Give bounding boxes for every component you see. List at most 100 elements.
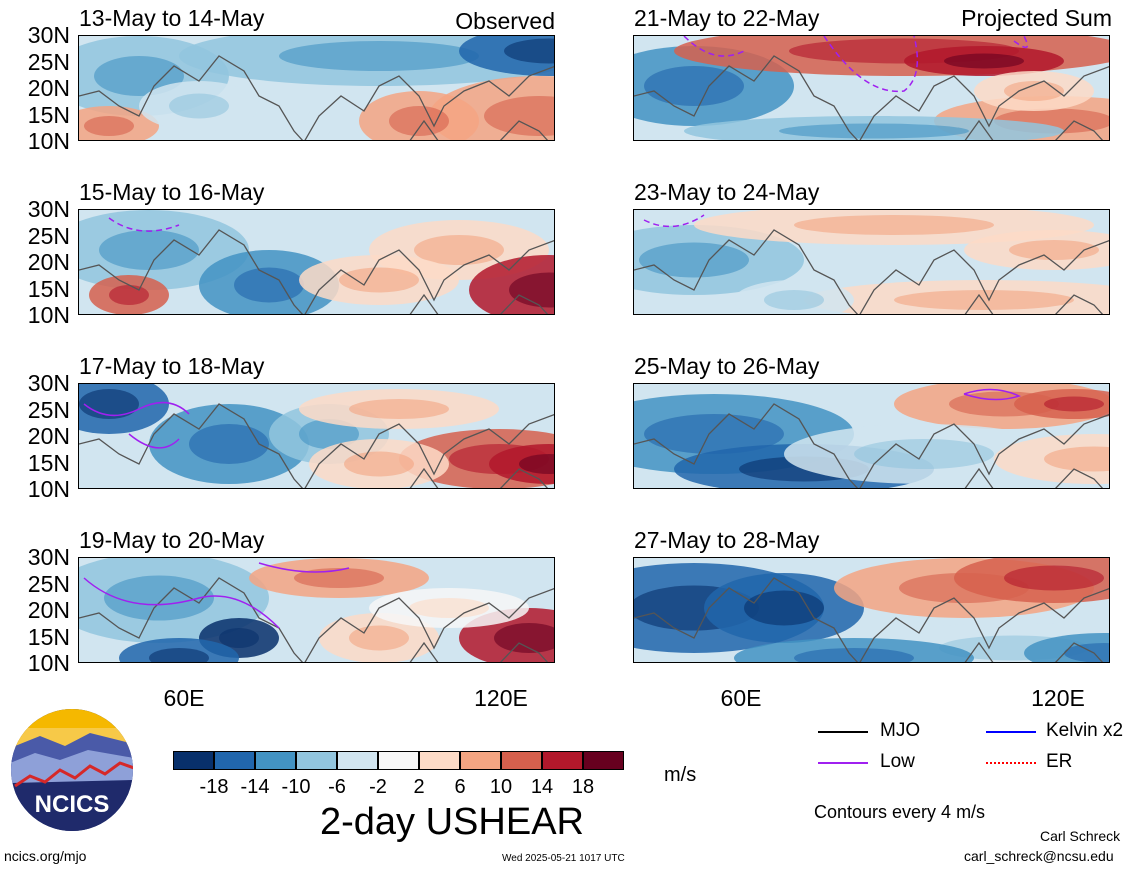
colorbar-cell — [173, 751, 214, 770]
panel-title-obs-2: 15-May to 16-May — [79, 179, 265, 205]
field-blob-core — [349, 399, 449, 419]
coastline — [634, 577, 1109, 662]
field-blob-core — [109, 285, 149, 305]
colorbar-cell — [378, 751, 419, 770]
logo-text: NCICS — [35, 791, 110, 818]
map-panel-obs-1 — [78, 35, 555, 141]
field-blob-core — [894, 290, 1074, 310]
legend-label-er: ER — [1046, 751, 1073, 772]
field-blob-core — [79, 389, 139, 419]
field-blob-core — [1044, 446, 1109, 472]
y-tick-label: 30N — [27, 196, 70, 222]
field-blob-core — [84, 116, 134, 136]
field-blob-core — [794, 648, 914, 662]
projected-sum-header: Projected Sum — [961, 5, 1112, 31]
ncics-logo: NCICS — [10, 708, 134, 832]
y-tick-label: 10N — [27, 302, 70, 328]
field-blob-core — [99, 230, 199, 270]
legend-label-mjo: MJO — [880, 720, 921, 741]
colorbar-units: m/s — [664, 764, 697, 786]
field-blob-core — [764, 290, 824, 310]
y-tick-label: 30N — [27, 22, 70, 48]
variable-title: 2-day USHEAR — [320, 801, 584, 843]
colorbar-cell — [255, 751, 296, 770]
timestamp: Wed 2025-05-21 1017 UTC — [502, 853, 625, 864]
legend-line-kelvin — [986, 731, 1036, 733]
colorbar-cell — [214, 751, 255, 770]
panel-title-obs-4: 19-May to 20-May — [79, 527, 265, 553]
map-panel-obs-3 — [78, 383, 555, 489]
field-blob-core — [509, 272, 554, 308]
coastline — [79, 577, 554, 662]
panel-title-obs-1: 13-May to 14-May — [79, 5, 265, 31]
contour-note: Contours every 4 m/s — [814, 802, 986, 822]
low-contour — [83, 562, 350, 629]
legend-line-low — [818, 762, 868, 764]
panel-title-proj-4: 27-May to 28-May — [634, 527, 820, 553]
field-blob-core — [944, 53, 1024, 69]
map-panel-proj-1 — [633, 35, 1110, 141]
panel-title-proj-2: 23-May to 24-May — [634, 179, 820, 205]
field-blob-core — [294, 568, 384, 588]
y-tick-label: 25N — [27, 396, 70, 423]
y-tick-label: 15N — [27, 623, 70, 650]
map-panel-proj-2 — [633, 209, 1110, 315]
colorbar-cell — [337, 751, 378, 770]
y-tick-label: 25N — [27, 570, 70, 597]
field-blob-core — [94, 56, 184, 96]
colorbar-cell — [296, 751, 337, 770]
y-tick-label: 15N — [27, 449, 70, 476]
panel-title-proj-1: 21-May to 22-May — [634, 5, 820, 31]
colorbar-cell — [583, 751, 624, 770]
y-tick-label: 20N — [27, 597, 70, 623]
field-blob-core — [104, 575, 214, 621]
y-tick-label: 20N — [27, 423, 70, 449]
field-blob-core — [169, 93, 229, 119]
y-tick-label: 10N — [27, 128, 70, 154]
low-contour — [108, 217, 180, 232]
y-tick-label: 20N — [27, 249, 70, 275]
field-blob-core — [409, 598, 489, 618]
field-blob-core — [644, 66, 744, 106]
colorbar-cell — [501, 751, 542, 770]
x-tick-60e-left: 60E — [163, 685, 205, 711]
field-blob-core — [504, 38, 554, 64]
panel-title-proj-3: 25-May to 26-May — [634, 353, 820, 379]
coastline — [634, 229, 1109, 314]
field-blob-core — [299, 419, 359, 449]
colorbar-tick-label: 18 — [571, 776, 595, 798]
field-blob-core — [644, 414, 784, 454]
colorbar-tick-label: -18 — [199, 776, 229, 798]
panel-title-obs-3: 17-May to 18-May — [79, 353, 265, 379]
colorbar-tick-label: 14 — [530, 776, 554, 798]
coastline — [634, 55, 1109, 140]
coastline — [79, 229, 554, 314]
x-tick-120e-right: 120E — [1031, 685, 1085, 711]
y-tick-label: 30N — [27, 544, 70, 570]
map-panel-obs-4 — [78, 557, 555, 663]
field-blob-core — [639, 242, 749, 278]
field-blob-core — [339, 267, 419, 293]
field-blob-core — [519, 454, 554, 474]
colorbar-tick-label: 6 — [454, 776, 466, 798]
x-tick-120e-left: 120E — [474, 685, 528, 711]
legend-label-low: Low — [880, 751, 915, 772]
field-blob-core — [389, 106, 449, 136]
colorbar-tick-label: -2 — [369, 776, 387, 798]
legend-line-mjo — [818, 731, 868, 733]
website-link[interactable]: ncics.org/mjo — [4, 848, 87, 864]
y-tick-label: 30N — [27, 370, 70, 396]
author-email: carl_schreck@ncsu.edu — [964, 848, 1114, 864]
colorbar-cell — [419, 751, 460, 770]
field-blob-core — [484, 96, 554, 136]
field-blob-core — [854, 439, 994, 469]
legend-label-kelvin: Kelvin x2 — [1046, 720, 1124, 741]
x-tick-60e-right: 60E — [720, 685, 762, 711]
colorbar-tick-label: 10 — [489, 776, 513, 798]
coastline — [634, 403, 1109, 488]
colorbar-tick-label: -6 — [328, 776, 346, 798]
field-blob-core — [149, 648, 209, 662]
low-contour — [963, 388, 1022, 401]
map-panel-proj-4 — [633, 557, 1110, 663]
colorbar-cell — [460, 751, 501, 770]
